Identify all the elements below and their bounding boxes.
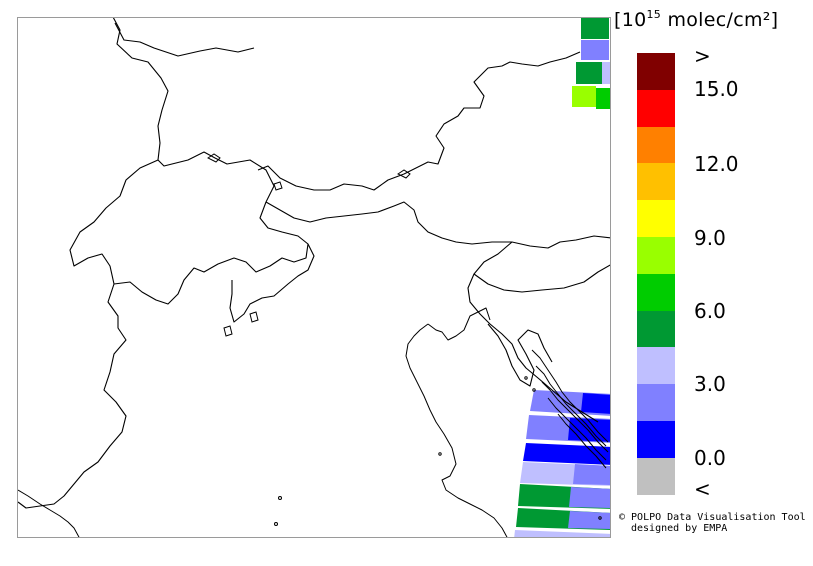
legend-swatch <box>637 126 675 164</box>
legend-swatch <box>637 163 675 201</box>
units-label: [1015 molec/cm²] <box>614 8 810 38</box>
legend-swatch <box>637 347 675 385</box>
legend-label: 15.0 <box>694 77 739 101</box>
coastlines <box>18 307 609 537</box>
credit-line-2: designed by EMPA <box>631 523 728 534</box>
pixel <box>576 62 602 84</box>
map-canvas <box>18 18 610 537</box>
legend-label: < <box>694 477 711 501</box>
pixel <box>572 86 596 107</box>
credit-text: © POLPO Data Visualisation Tool designed… <box>619 512 806 534</box>
legend-label: 3.0 <box>694 372 726 396</box>
units-prefix: [10 <box>614 9 647 31</box>
pixel <box>602 62 610 84</box>
pixel-swaths-north <box>572 18 610 109</box>
credit-line-1: © POLPO Data Visualisation Tool <box>619 512 806 523</box>
legend-label: > <box>694 44 711 68</box>
pixel <box>581 40 609 60</box>
legend-label: 6.0 <box>694 299 726 323</box>
country-borders <box>18 18 610 509</box>
units-suffix: molec/cm²] <box>661 9 779 31</box>
legend-swatch <box>637 200 675 237</box>
pixel-swaths-south <box>514 390 610 537</box>
legend-label: 12.0 <box>694 152 739 176</box>
legend-swatch <box>637 384 675 421</box>
legend-label: 0.0 <box>694 446 726 470</box>
map-frame <box>17 17 611 538</box>
legend-swatch <box>637 236 675 274</box>
legend-swatch <box>637 420 675 458</box>
legend-swatch <box>637 457 675 495</box>
units-exponent: 15 <box>646 8 662 21</box>
legend-swatch <box>637 89 675 127</box>
pixel <box>596 88 610 109</box>
pixel <box>581 18 609 39</box>
legend-swatch <box>637 53 675 90</box>
legend-swatch <box>637 273 675 311</box>
legend-swatch <box>637 310 675 348</box>
color-legend <box>637 53 675 495</box>
lakes-islands <box>207 153 602 526</box>
legend-label: 9.0 <box>694 226 726 250</box>
